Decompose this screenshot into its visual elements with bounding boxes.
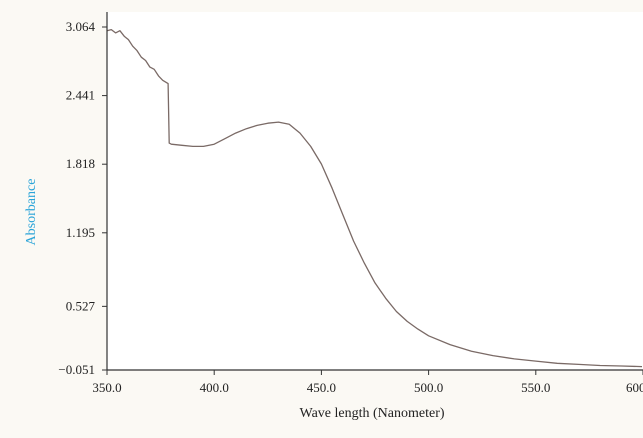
series-line (106, 28, 643, 368)
y-tick-label: 0.527 (66, 298, 96, 313)
x-tick-label: 450.0 (307, 380, 336, 395)
x-axis-ticks: 350.0 400.0 450.0 500.0 550.0 600.0 (92, 370, 643, 395)
y-tick-label: 1.195 (66, 225, 95, 240)
y-axis-label: Absorbance (24, 179, 39, 246)
x-axis-label: Wave length (Nanometer) (299, 406, 444, 421)
y-tick-label: 1.818 (66, 156, 95, 171)
y-axis-ticks: −0.051 0.527 1.195 1.818 2.441 3.064 (58, 19, 107, 377)
plot-area (107, 12, 643, 370)
x-tick-label: 350.0 (92, 380, 121, 395)
y-tick-label: 2.441 (66, 88, 95, 103)
x-tick-label: 400.0 (200, 380, 229, 395)
x-tick-label: 550.0 (521, 380, 550, 395)
y-tick-label: 3.064 (66, 19, 96, 34)
x-tick-label: 600.0 (626, 380, 643, 395)
y-tick-label: −0.051 (58, 362, 95, 377)
x-tick-label: 500.0 (414, 380, 443, 395)
